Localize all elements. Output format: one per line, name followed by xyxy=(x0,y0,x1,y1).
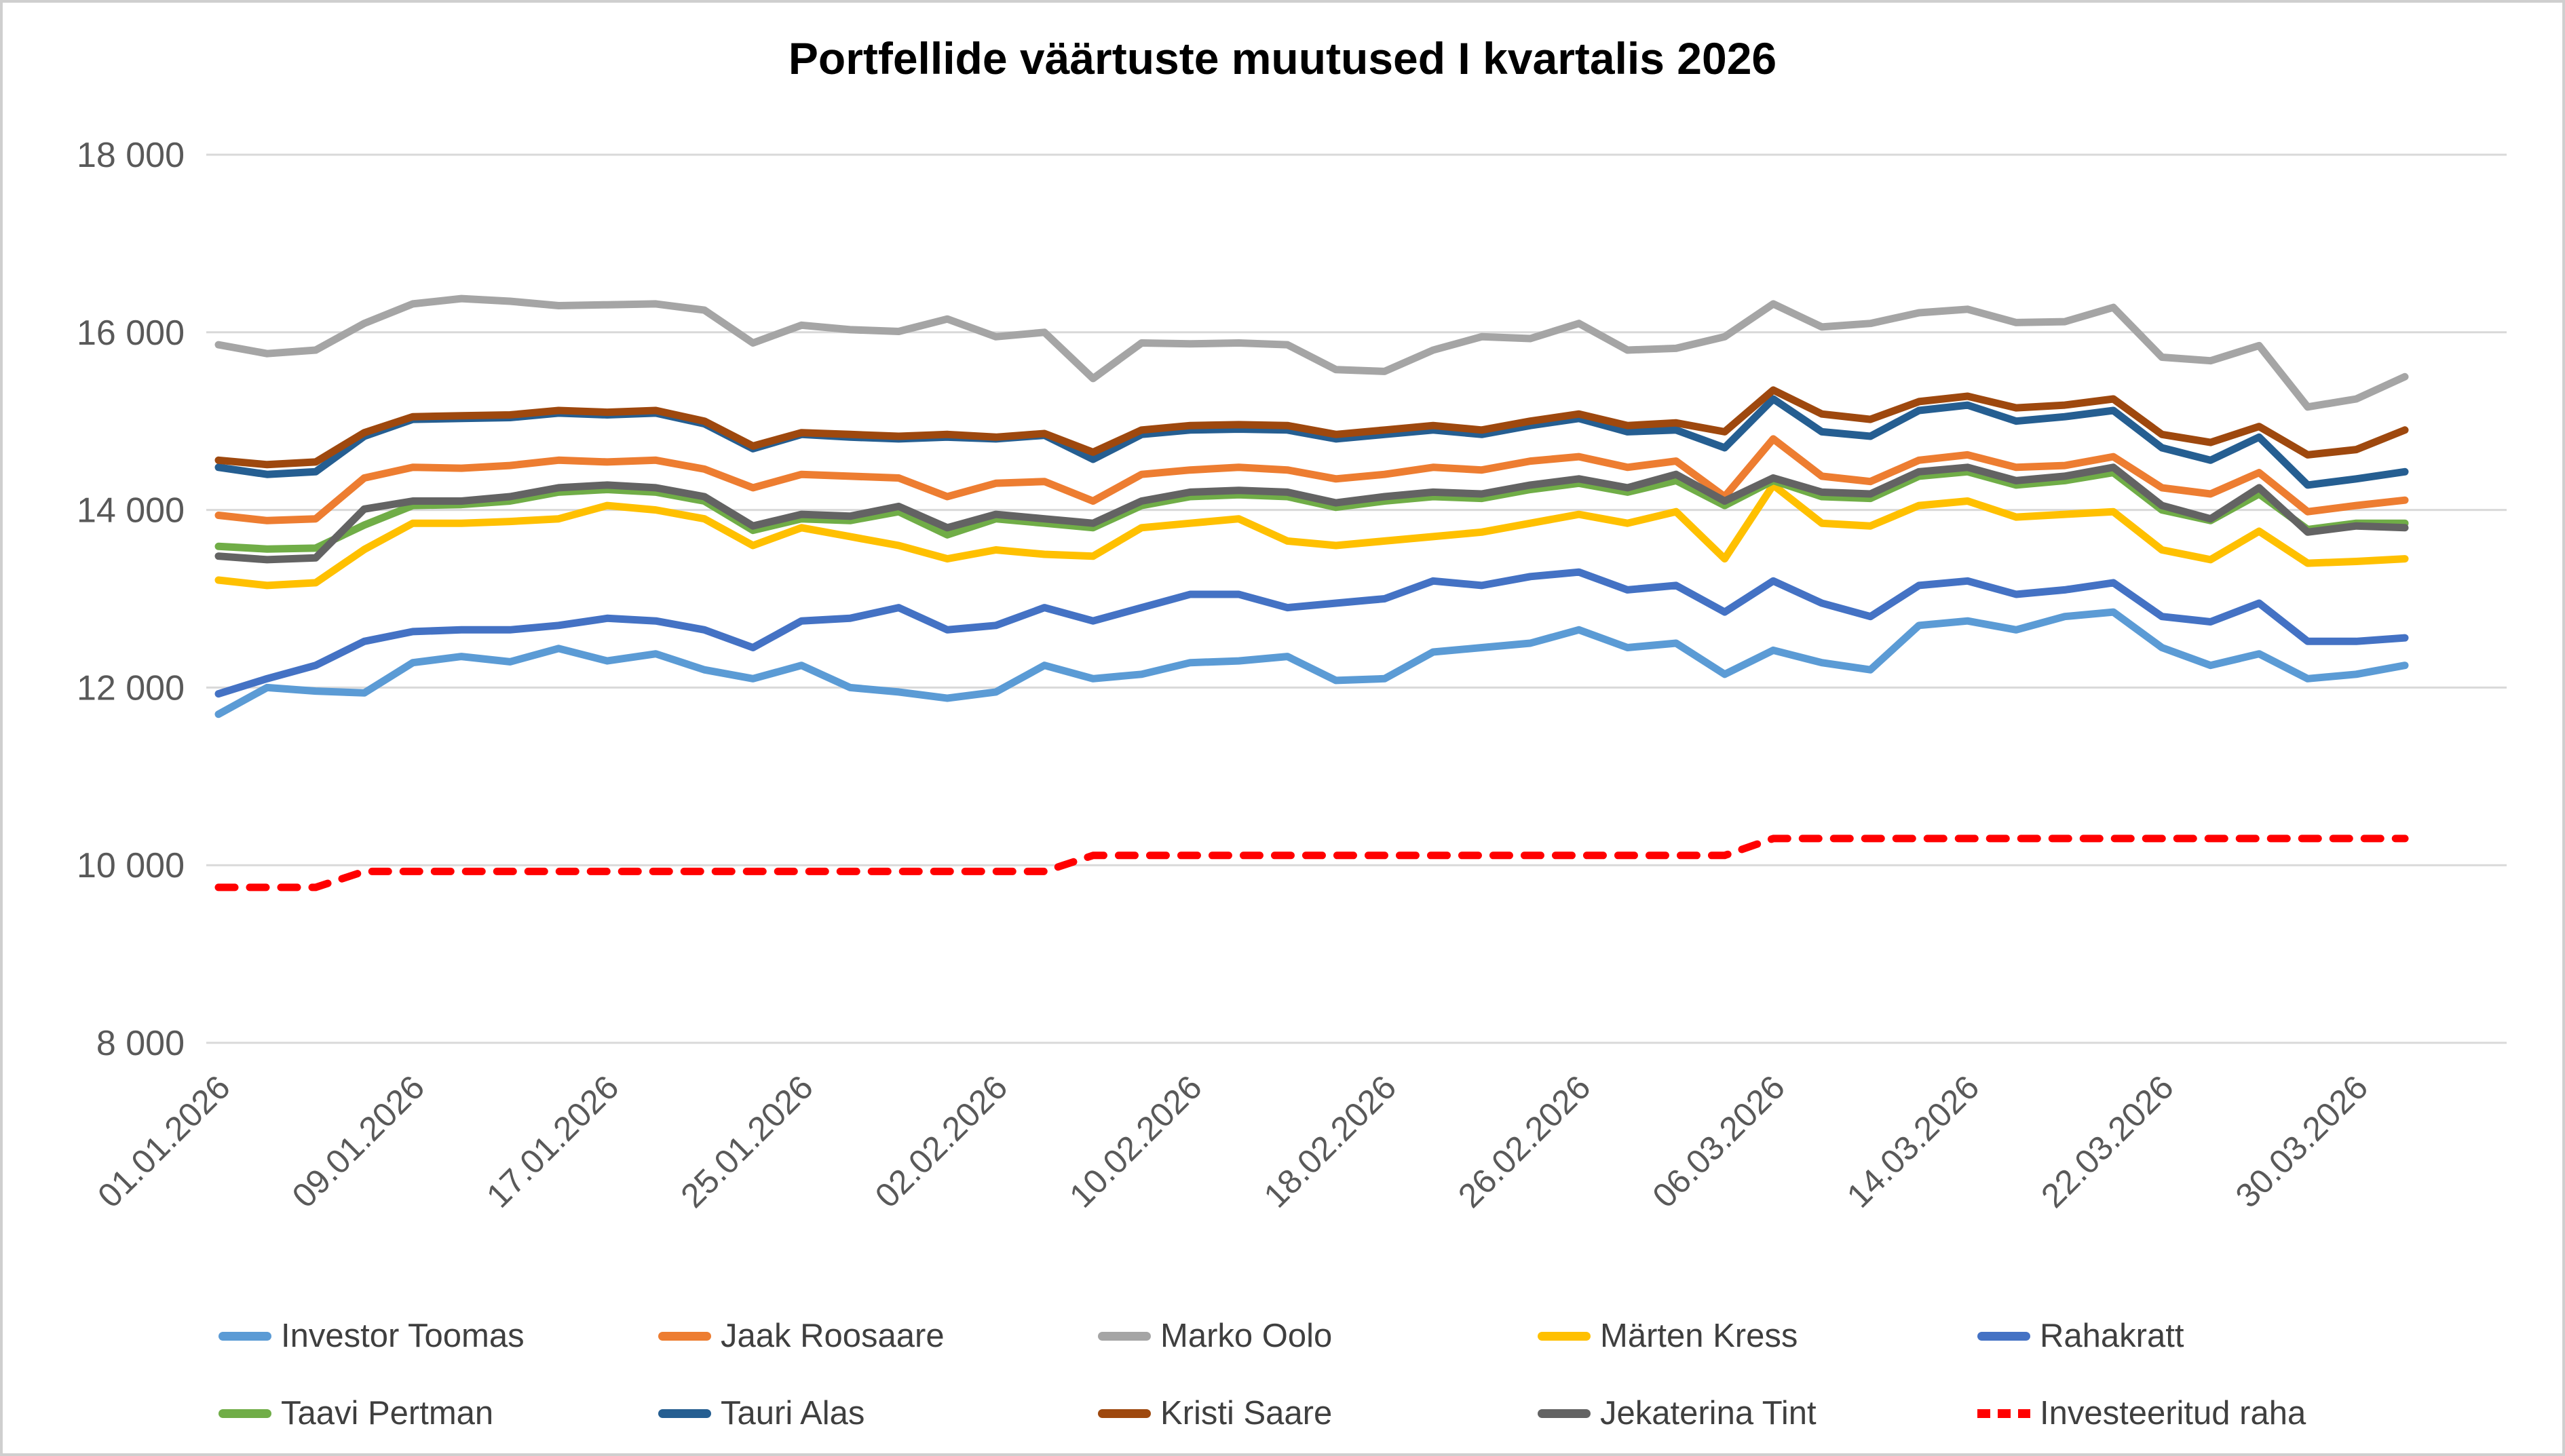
x-axis-label: 01.01.2026 xyxy=(90,1068,238,1215)
x-axis-label: 09.01.2026 xyxy=(285,1068,432,1215)
legend-item-jaak-roosaare[interactable]: Jaak Roosaare xyxy=(658,1304,1098,1368)
legend-swatch-tauri-alas xyxy=(658,1409,711,1418)
legend-label: Marko Oolo xyxy=(1160,1318,1333,1354)
series-line-investeeritud-raha[interactable] xyxy=(214,835,2409,892)
series-line-taavi-pertman[interactable] xyxy=(214,467,2409,553)
legend-item-taavi-pertman[interactable]: Taavi Pertman xyxy=(218,1381,658,1445)
x-axis-label: 06.03.2026 xyxy=(1645,1068,1792,1215)
series-line-jekaterina-tint[interactable] xyxy=(214,463,2409,564)
legend-item-investor-toomas[interactable]: Investor Toomas xyxy=(218,1304,658,1368)
legend-item-jekaterina-tint[interactable]: Jekaterina Tint xyxy=(1538,1381,1977,1445)
legend-item-kristi-saare[interactable]: Kristi Saare xyxy=(1098,1381,1538,1445)
legend-swatch-rahakratt xyxy=(1977,1331,2030,1341)
series-line-rahakratt[interactable] xyxy=(214,568,2409,698)
legend-label: Investeeritud raha xyxy=(2040,1395,2306,1432)
legend-swatch-jekaterina-tint xyxy=(1538,1409,1591,1418)
legend-swatch-kristi-saare xyxy=(1098,1409,1151,1418)
legend-label: Kristi Saare xyxy=(1160,1395,1333,1432)
legend-item-rahakratt[interactable]: Rahakratt xyxy=(1977,1304,2417,1368)
legend-swatch-taavi-pertman xyxy=(218,1409,271,1418)
x-axis-label: 22.03.2026 xyxy=(2034,1068,2181,1215)
legend-swatch-jaak-roosaare xyxy=(658,1331,711,1341)
plot-area[interactable]: 8 000 10 000 12 000 14 000 16 000 18 000 01.01… xyxy=(3,3,2565,1299)
legend-label: Investor Toomas xyxy=(281,1318,525,1354)
y-axis-label: 18 000 xyxy=(77,136,185,175)
series-line-m-rten-kress[interactable] xyxy=(214,481,2409,590)
legend-item-investeeritud-raha[interactable]: Investeeritud raha xyxy=(1977,1381,2417,1445)
legend-label: Taavi Pertman xyxy=(281,1395,494,1432)
x-axis-label: 14.03.2026 xyxy=(1840,1068,1987,1215)
legend-item-marko-oolo[interactable]: Marko Oolo xyxy=(1098,1304,1538,1368)
legend-label: Jekaterina Tint xyxy=(1600,1395,1817,1432)
legend-item-tauri-alas[interactable]: Tauri Alas xyxy=(658,1381,1098,1445)
series-line-jaak-roosaare[interactable] xyxy=(214,435,2409,524)
legend-swatch-investeeritud-raha xyxy=(1977,1409,2030,1418)
legend-swatch-marko-oolo xyxy=(1098,1331,1151,1341)
legend-label: Tauri Alas xyxy=(721,1395,865,1432)
x-axis-label: 25.01.2026 xyxy=(673,1068,820,1215)
y-axis-label: 14 000 xyxy=(77,491,185,531)
series-line-marko-oolo[interactable] xyxy=(214,294,2409,411)
chart-title: Portfellide väärtuste muutused I kvartal… xyxy=(788,33,1777,83)
legend: Investor Toomas Jaak Roosaare Marko Oolo Mä… xyxy=(218,1304,2417,1445)
series-line-investor-toomas[interactable] xyxy=(214,608,2409,719)
series-line-kristi-saare[interactable] xyxy=(214,386,2409,469)
x-axis-label: 30.03.2026 xyxy=(2228,1068,2376,1215)
x-axis-label: 18.02.2026 xyxy=(1257,1068,1404,1215)
y-axis-label: 12 000 xyxy=(77,668,185,708)
x-axis-label: 02.02.2026 xyxy=(868,1068,1015,1215)
legend-swatch-m-rten-kress xyxy=(1538,1331,1591,1341)
legend-swatch-investor-toomas xyxy=(218,1331,271,1341)
legend-label: Jaak Roosaare xyxy=(721,1318,945,1354)
x-axis-label: 17.01.2026 xyxy=(479,1068,626,1215)
x-axis-label: 26.02.2026 xyxy=(1451,1068,1598,1215)
legend-label: Märten Kress xyxy=(1600,1318,1798,1354)
y-axis-label: 16 000 xyxy=(77,313,185,353)
y-axis-label: 8 000 xyxy=(96,1024,185,1063)
legend-item-m-rten-kress[interactable]: Märten Kress xyxy=(1538,1304,1977,1368)
x-axis-label: 10.02.2026 xyxy=(1062,1068,1209,1215)
legend-label: Rahakratt xyxy=(2040,1318,2184,1354)
y-axis-label: 10 000 xyxy=(77,846,185,885)
